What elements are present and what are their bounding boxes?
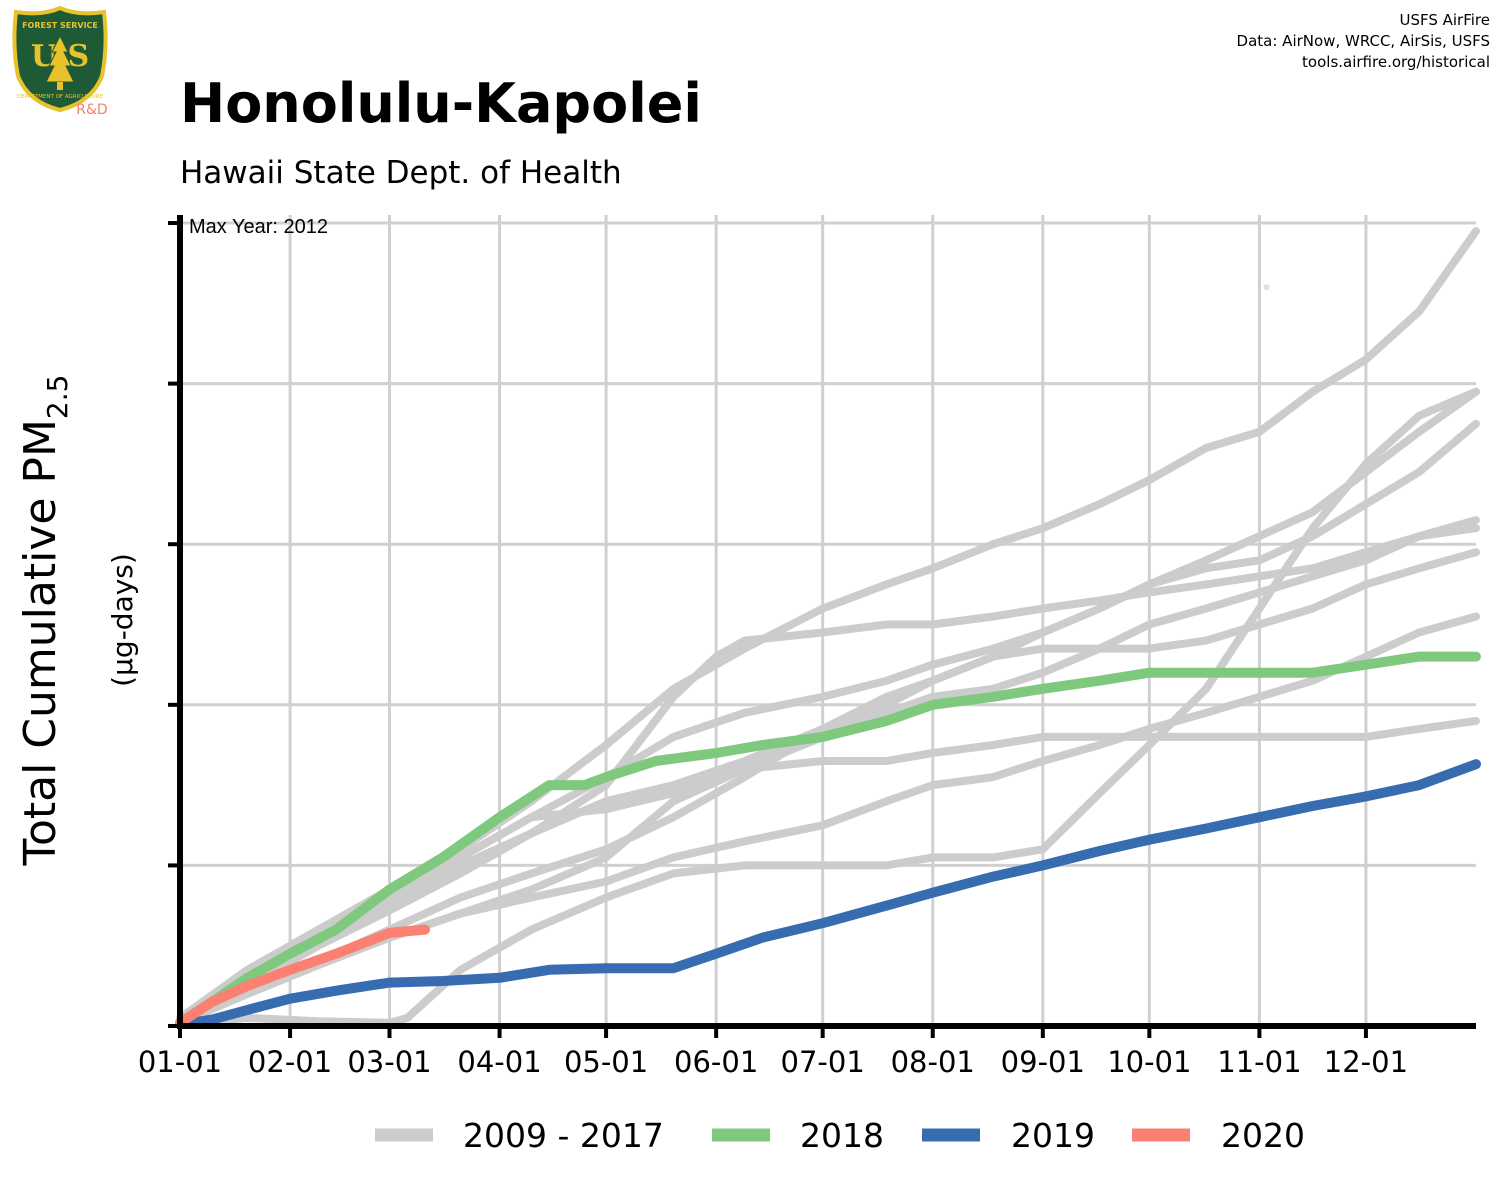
y-axis-label-subscript: 2.5 (41, 375, 74, 420)
legend-label: 2009 - 2017 (463, 1116, 664, 1155)
axes (168, 215, 1476, 1038)
background-year-line (176, 548, 1480, 1027)
x-tick-label: 11-01 (1217, 1045, 1301, 1079)
legend: 2009 - 2017 2018 2019 2020 (375, 1116, 1305, 1155)
x-tick-label: 02-01 (248, 1045, 332, 1079)
x-tick-label: 12-01 (1324, 1045, 1408, 1079)
x-tick-label: 05-01 (564, 1045, 648, 1079)
background-year-line (176, 716, 1480, 1027)
logo-text-bottom: DEPARTMENT OF AGRICULTURE (17, 94, 104, 100)
page-title: Honolulu-Kapolei (180, 72, 702, 135)
background-year-line (176, 387, 1480, 1027)
credit-line: Data: AirNow, WRCC, AirSis, USFS (1236, 32, 1490, 50)
x-tick-label: 08-01 (891, 1045, 975, 1079)
credit-line: USFS AirFire (1399, 11, 1490, 29)
usfs-shield-logo: FOREST SERVICE U S DEPARTMENT OF AGRICUL… (12, 6, 108, 118)
logo-rd-label: R&D (76, 102, 107, 118)
x-tick-label: 06-01 (674, 1045, 758, 1079)
max-year-annotation: Max Year: 2012 (189, 216, 328, 238)
legend-label: 2019 (1011, 1116, 1095, 1155)
x-tick-label: 03-01 (347, 1045, 431, 1079)
highlight-series (175, 651, 1481, 1030)
credits: USFS AirFire Data: AirNow, WRCC, AirSis,… (1237, 10, 1490, 73)
background-year-line (176, 524, 1480, 1027)
x-tick-labels: 01-01 02-01 03-01 04-01 05-01 06-01 07-01 08-01… (138, 1045, 1408, 1079)
x-tick-label: 01-01 (138, 1045, 222, 1079)
x-tick-label: 04-01 (457, 1045, 541, 1079)
background-year-line (176, 516, 1480, 1026)
x-tick-label: 10-01 (1107, 1045, 1191, 1079)
series-line-2020 (175, 924, 430, 1028)
x-tick-label: 09-01 (1001, 1045, 1085, 1079)
y-axis-label-main: Total Cumulative PM (15, 419, 66, 866)
logo-text-top: FOREST SERVICE (22, 21, 98, 30)
page-subtitle: Hawaii State Dept. of Health (180, 155, 622, 191)
x-tick-label: 07-01 (781, 1045, 865, 1079)
series-line-2019 (175, 759, 1481, 1030)
legend-label: 2018 (800, 1116, 884, 1155)
y-axis-label: Total Cumulative PM2.5 (15, 375, 74, 867)
series-line-2018 (175, 651, 1481, 1028)
y-axis-units: (µg-days) (106, 553, 139, 687)
legend-label: 2020 (1221, 1116, 1305, 1155)
credit-line: tools.airfire.org/historical (1302, 53, 1490, 71)
tree-trunk (57, 82, 63, 90)
outlier-point (1263, 284, 1270, 291)
